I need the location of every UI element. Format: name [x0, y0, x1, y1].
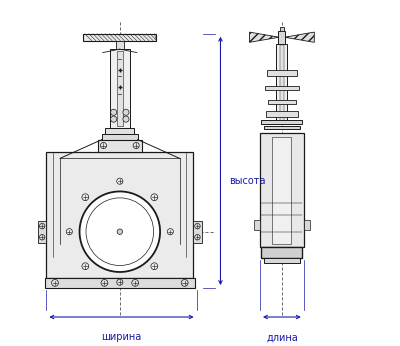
Bar: [265, 86, 299, 90]
Bar: [98, 139, 142, 152]
Polygon shape: [250, 32, 279, 42]
Bar: [116, 40, 124, 49]
Bar: [46, 152, 193, 278]
Bar: [110, 49, 130, 128]
Bar: [254, 220, 260, 230]
Text: длина: длина: [266, 333, 298, 343]
Bar: [262, 247, 302, 258]
Bar: [304, 220, 310, 230]
Bar: [280, 45, 284, 122]
Bar: [117, 51, 123, 126]
Bar: [38, 221, 46, 243]
Circle shape: [123, 109, 129, 115]
Bar: [268, 100, 296, 104]
Polygon shape: [285, 32, 314, 42]
Circle shape: [80, 191, 160, 272]
Bar: [193, 221, 202, 243]
Bar: [264, 258, 300, 263]
Bar: [276, 44, 287, 124]
Bar: [264, 126, 300, 129]
Bar: [83, 34, 156, 40]
Bar: [260, 133, 304, 247]
Circle shape: [111, 109, 117, 115]
Bar: [45, 278, 195, 288]
Bar: [105, 128, 134, 135]
Circle shape: [117, 229, 122, 235]
Bar: [278, 31, 285, 44]
Bar: [267, 70, 297, 76]
Circle shape: [123, 116, 129, 122]
Bar: [262, 120, 302, 124]
Bar: [266, 111, 298, 117]
Circle shape: [111, 116, 117, 122]
Bar: [272, 137, 292, 244]
Text: ширина: ширина: [101, 333, 142, 343]
Text: высота: высота: [229, 175, 266, 185]
Bar: [102, 135, 138, 139]
Bar: [280, 27, 284, 31]
